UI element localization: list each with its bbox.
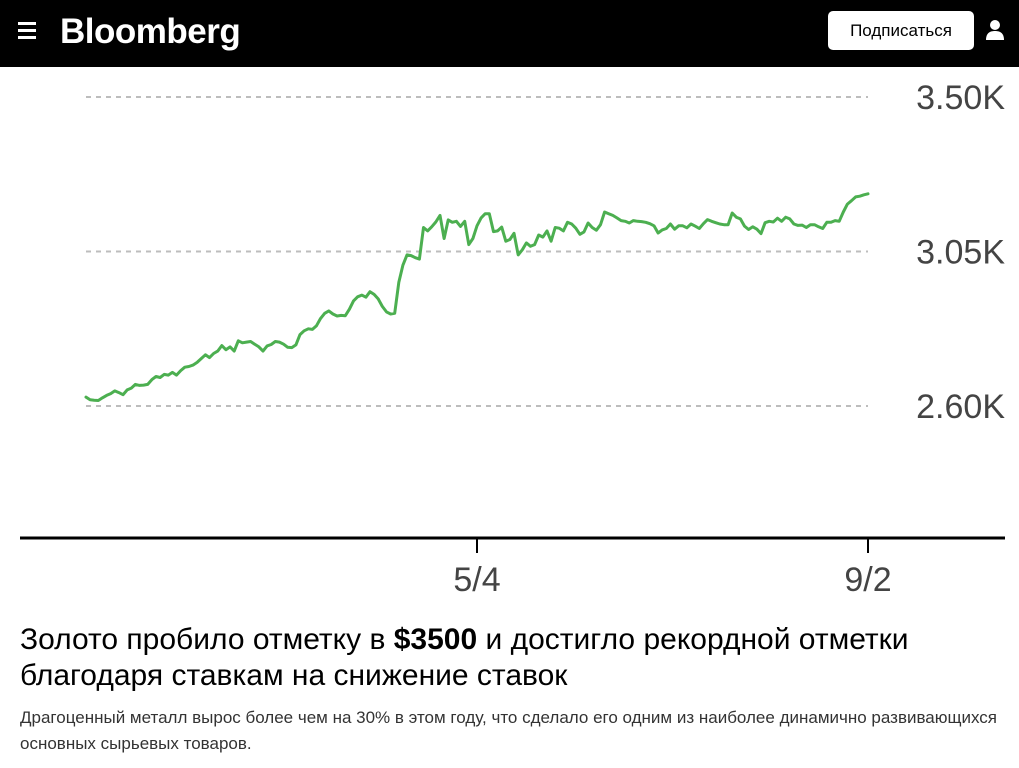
- subscribe-button[interactable]: Подписаться: [828, 11, 974, 50]
- top-navigation-bar: Bloomberg Подписаться: [0, 0, 1019, 67]
- x-tick-label: 9/2: [844, 561, 891, 599]
- y-tick-label: 2.60K: [916, 388, 1005, 426]
- user-icon[interactable]: [984, 17, 1006, 43]
- x-tick-label: 5/4: [453, 561, 500, 599]
- gold-price-chart: 3.50K 3.05K 2.60K 5/4 9/2: [0, 67, 1019, 607]
- bloomberg-logo[interactable]: Bloomberg: [60, 12, 241, 51]
- y-tick-label: 3.50K: [916, 79, 1005, 117]
- chart-canvas: 3.50K 3.05K 2.60K 5/4 9/2: [20, 79, 1005, 599]
- headline-part-1: Золото пробило отметку в: [20, 623, 394, 656]
- article-summary: Драгоценный металл вырос более чем на 30…: [20, 708, 998, 753]
- headline-part-2: и достигло рекордной отметки благодаря с…: [20, 623, 909, 692]
- gold-price-line: [84, 192, 870, 402]
- headline-price-highlight: $3500: [393, 623, 478, 656]
- y-tick-label: 3.05K: [916, 234, 1005, 272]
- article-headline[interactable]: Золото пробило отметку в $3500 и достигл…: [20, 622, 1010, 694]
- hamburger-icon[interactable]: [18, 22, 40, 42]
